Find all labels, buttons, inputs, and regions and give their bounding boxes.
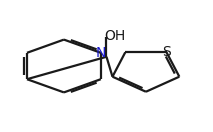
Text: OH: OH bbox=[104, 29, 126, 43]
Text: S: S bbox=[162, 45, 171, 59]
Text: N: N bbox=[96, 46, 106, 60]
